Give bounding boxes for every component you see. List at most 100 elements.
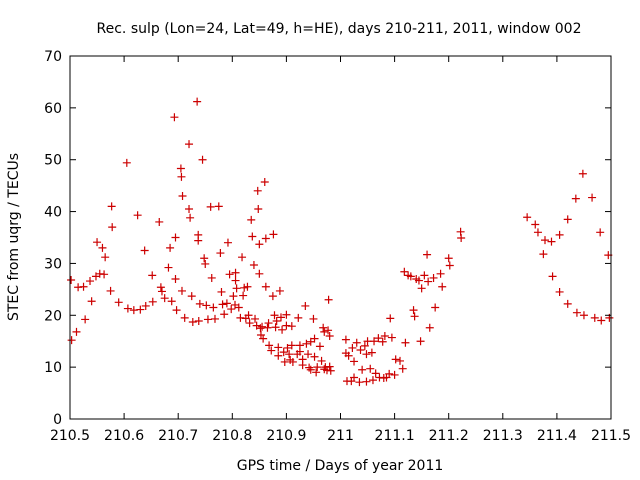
data-point (398, 364, 407, 373)
data-point (572, 308, 581, 317)
data-point (72, 327, 81, 336)
data-point (209, 303, 218, 312)
data-point (106, 286, 115, 295)
data-point (188, 318, 197, 327)
data-point (317, 356, 326, 365)
data-point (274, 343, 283, 352)
data-point (203, 315, 212, 324)
x-tick-label: 210.8 (212, 428, 252, 444)
data-point (185, 204, 194, 213)
y-tick-label: 20 (44, 308, 62, 324)
data-point (385, 369, 394, 378)
x-tick-label: 211.1 (375, 428, 415, 444)
data-point (225, 270, 234, 279)
data-point (255, 240, 264, 249)
data-point (312, 368, 321, 377)
data-point (177, 172, 186, 181)
data-point (348, 343, 357, 352)
data-point (87, 297, 96, 306)
data-point (261, 282, 270, 291)
data-point (386, 314, 395, 323)
data-point (414, 276, 423, 285)
data-point (533, 228, 542, 237)
data-point (400, 267, 409, 276)
data-point (171, 274, 180, 283)
data-point (366, 364, 375, 373)
data-point (588, 193, 597, 202)
data-point (362, 350, 371, 359)
data-point (278, 325, 287, 334)
data-point (269, 230, 278, 239)
data-point (180, 313, 189, 322)
data-point (294, 313, 303, 322)
plot-frame (69, 55, 612, 420)
data-point (276, 313, 285, 322)
data-point (396, 356, 405, 365)
data-point (324, 295, 333, 304)
data-point (555, 230, 564, 239)
data-point (133, 211, 142, 220)
data-markers (67, 97, 614, 387)
data-point (429, 273, 438, 282)
data-point (423, 250, 432, 259)
x-tick-label: 210.5 (50, 428, 90, 444)
data-point (310, 352, 319, 361)
data-point (178, 192, 187, 201)
y-tick-label: 40 (44, 205, 62, 221)
y-tick-label: 10 (44, 360, 62, 376)
chart-title: Rec. sulp (Lon=24, Lat=49, h=HE), days 2… (97, 21, 582, 37)
data-point (141, 301, 150, 310)
data-point (287, 322, 296, 331)
data-point (186, 213, 195, 222)
data-point (590, 313, 599, 322)
data-point (160, 294, 169, 303)
data-point (304, 350, 313, 359)
data-point (260, 178, 269, 187)
x-tick-label: 211.5 (591, 428, 631, 444)
data-point (176, 164, 185, 173)
data-point (272, 316, 281, 325)
x-tick-label: 211.2 (429, 428, 469, 444)
data-point (98, 243, 107, 252)
data-point (355, 378, 364, 387)
y-tick-label: 30 (44, 256, 62, 272)
data-point (207, 273, 216, 282)
data-point (409, 306, 418, 315)
data-point (579, 311, 588, 320)
data-point (247, 215, 256, 224)
data-point (114, 298, 123, 307)
x-tick-label: 210.6 (104, 428, 144, 444)
data-point (360, 341, 369, 350)
data-point (374, 334, 383, 343)
data-point (202, 301, 211, 310)
data-point (193, 97, 202, 106)
data-point (282, 310, 291, 319)
data-point (185, 140, 194, 149)
x-tick-label: 211.3 (483, 428, 523, 444)
data-point (356, 346, 365, 355)
data-point (540, 236, 549, 245)
data-point (217, 287, 226, 296)
data-point (261, 234, 270, 243)
data-point (93, 238, 102, 247)
data-point (243, 282, 252, 291)
data-point (67, 276, 76, 285)
data-point (320, 327, 329, 336)
data-point (198, 155, 207, 164)
data-point (295, 347, 304, 356)
data-point (123, 304, 132, 313)
data-point (194, 236, 203, 245)
data-point (410, 312, 419, 321)
data-point (309, 314, 318, 323)
data-point (81, 315, 90, 324)
data-point (285, 350, 294, 359)
data-point (122, 158, 131, 167)
data-point (200, 254, 209, 263)
data-point (370, 337, 379, 346)
data-point (136, 305, 145, 314)
data-point (280, 357, 289, 366)
data-point (157, 287, 166, 296)
x-tick-label: 210.7 (158, 428, 198, 444)
data-point (283, 343, 292, 352)
data-point (201, 259, 210, 268)
